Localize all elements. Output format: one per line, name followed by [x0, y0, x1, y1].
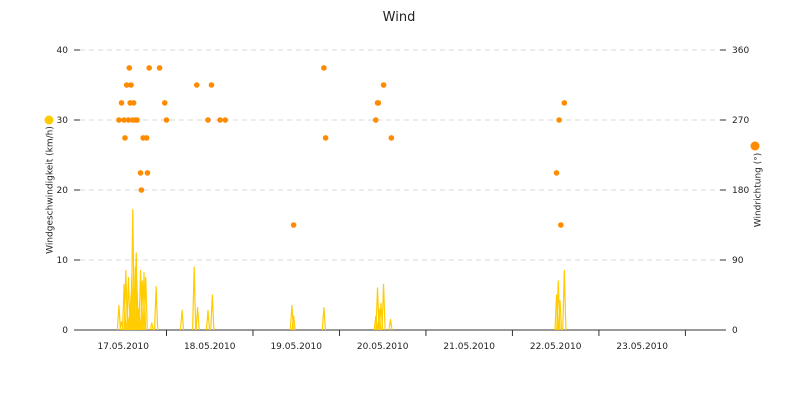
x-axis: 17.05.2010 18.05.2010 19.05.2010 20.05.2010…	[74, 329, 726, 352]
speed-spike	[179, 309, 185, 331]
speed-spike	[149, 322, 154, 331]
speed-spike	[192, 266, 197, 331]
direction-point	[146, 65, 152, 71]
speed-spike	[381, 283, 386, 331]
direction-point	[161, 100, 168, 106]
direction-point	[205, 117, 211, 123]
direction-point	[123, 82, 130, 88]
speed-spike	[562, 269, 567, 331]
left-axis-label: Windgeschwindigkeit (km/h)	[46, 126, 56, 254]
direction-point	[137, 170, 144, 176]
direction-point	[143, 135, 150, 141]
right-tick-label: 0	[732, 326, 738, 336]
direction-point	[372, 117, 379, 123]
speed-legend-marker	[44, 115, 54, 125]
speed-spike	[291, 315, 296, 331]
right-tick-label: 180	[732, 186, 749, 196]
direction-point	[134, 117, 140, 123]
direction-point	[561, 100, 568, 106]
direction-point	[163, 117, 170, 123]
right-axis-label: Windrichtung (°)	[754, 153, 764, 228]
speed-spike	[321, 307, 327, 331]
chart-title: Wind	[383, 10, 416, 25]
x-tick-label: 22.05.2010	[530, 342, 582, 352]
direction-point	[156, 65, 163, 71]
left-tick-label: 30	[57, 116, 69, 126]
direction-point	[193, 82, 200, 88]
direction-point	[321, 65, 327, 71]
direction-point	[208, 82, 215, 88]
direction-point	[553, 170, 560, 176]
speed-spike	[210, 294, 215, 331]
speed-spike	[373, 315, 378, 331]
direction-point	[222, 117, 229, 123]
direction-point	[375, 100, 382, 106]
left-tick-label: 10	[57, 256, 69, 266]
direction-point	[138, 187, 145, 193]
x-tick-label: 17.05.2010	[97, 342, 149, 352]
x-tick-label: 23.05.2010	[616, 342, 668, 352]
direction-point	[121, 117, 127, 123]
speed-spike	[205, 309, 211, 331]
right-axis-ticks: 0 90 180 270 360	[720, 46, 749, 336]
wind-speed-series	[116, 209, 567, 331]
speed-spike	[153, 286, 159, 331]
x-tick-label: 19.05.2010	[270, 342, 322, 352]
direction-point	[144, 170, 151, 176]
speed-spike	[143, 276, 148, 331]
direction-point	[118, 100, 125, 106]
direction-point	[130, 100, 137, 106]
x-tick-label: 18.05.2010	[184, 342, 236, 352]
direction-legend-marker	[750, 141, 760, 151]
direction-point	[125, 117, 132, 123]
right-tick-label: 90	[732, 256, 744, 266]
direction-point	[116, 117, 122, 123]
direction-point	[558, 222, 564, 228]
direction-point	[380, 82, 387, 88]
direction-point	[126, 65, 133, 71]
x-tick-label: 20.05.2010	[357, 342, 409, 352]
direction-point	[322, 135, 329, 141]
grid-lines	[80, 49, 720, 261]
direction-point	[217, 117, 223, 123]
direction-point	[128, 82, 134, 88]
wind-direction-series	[116, 65, 568, 228]
direction-point	[388, 135, 395, 141]
left-tick-label: 20	[57, 186, 69, 196]
direction-point	[122, 135, 128, 141]
left-axis-ticks: 0 10 20 30 40	[57, 46, 80, 336]
right-tick-label: 270	[732, 116, 749, 126]
left-tick-label: 0	[62, 326, 68, 336]
x-tick-label: 21.05.2010	[443, 342, 495, 352]
speed-spike	[557, 300, 563, 331]
speed-spike	[116, 304, 122, 331]
left-tick-label: 40	[57, 46, 69, 56]
direction-point	[290, 222, 297, 228]
right-tick-label: 360	[732, 46, 749, 56]
speed-spike	[388, 318, 393, 331]
speed-spike	[195, 307, 200, 331]
speed-spike	[136, 308, 141, 331]
direction-point	[556, 117, 562, 123]
